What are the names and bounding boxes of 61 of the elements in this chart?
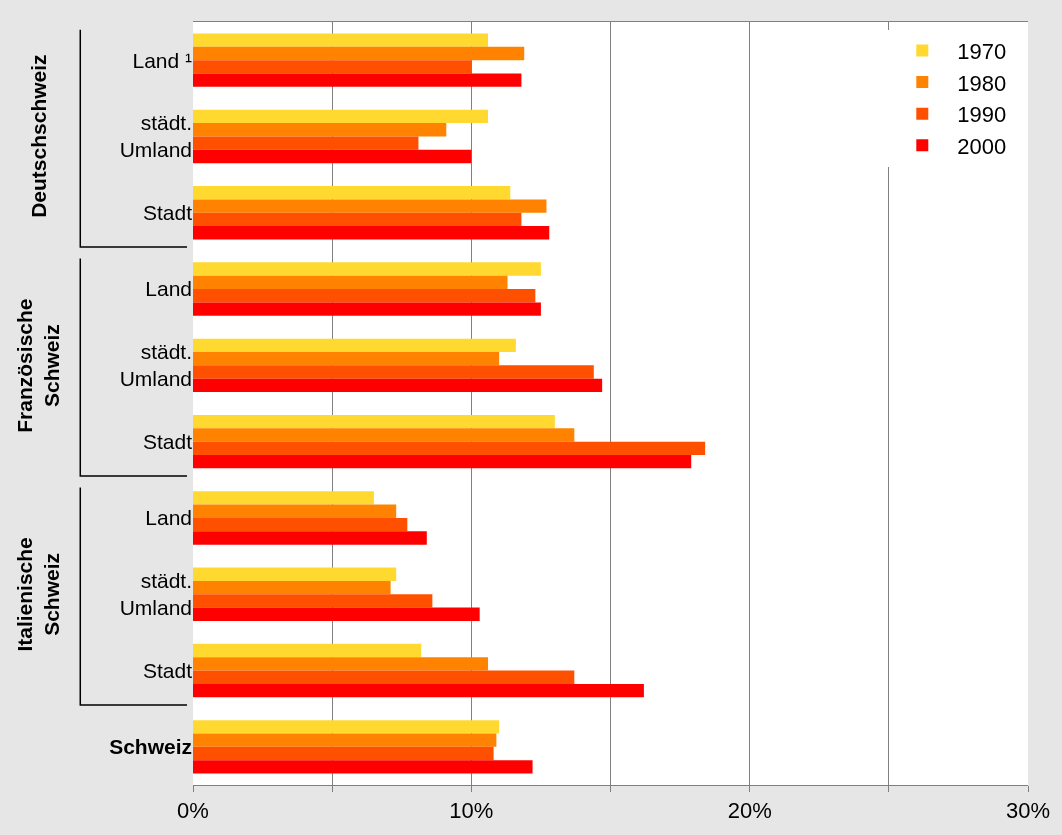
bar	[193, 378, 603, 393]
y-tick-label: städt. Umland	[119, 568, 192, 620]
bar	[193, 580, 391, 595]
legend-label: 2000	[957, 133, 1007, 159]
bar	[193, 338, 516, 352]
bar	[193, 567, 397, 581]
bar	[193, 289, 536, 303]
text: Italienische Schweiz	[13, 537, 64, 652]
x-tick-label: 10%	[449, 798, 494, 824]
legend-label: 1970	[957, 39, 1007, 65]
bar	[193, 199, 547, 213]
bar	[193, 352, 500, 366]
bar	[193, 136, 419, 150]
y-tick-label: Stadt	[142, 430, 193, 453]
x-tick-label: 0%	[177, 798, 209, 824]
bar	[193, 531, 427, 545]
bar	[193, 73, 522, 87]
bar	[193, 149, 472, 164]
bar	[193, 123, 447, 137]
bar	[193, 33, 489, 47]
bar	[193, 302, 541, 316]
text: Französische Schweiz	[13, 298, 64, 433]
y-tick-label: Stadt	[142, 658, 193, 682]
bar	[193, 226, 550, 240]
bar	[193, 212, 522, 227]
y-tick-label: Land ¹	[132, 48, 192, 72]
bar	[193, 517, 408, 532]
y-tick-label: Land	[145, 506, 192, 530]
y-tick-label: städt. Umland	[119, 111, 192, 162]
bar	[193, 504, 397, 518]
y-tick-label: städt. Umland	[119, 340, 192, 391]
x-tick-label: 20%	[727, 798, 772, 824]
bar	[193, 428, 575, 442]
legend-label: 1980	[957, 70, 1007, 96]
y-tick-label: Schweiz	[109, 735, 192, 759]
bar	[193, 491, 374, 505]
bar	[193, 365, 594, 379]
bar	[193, 670, 575, 684]
bar	[193, 657, 489, 671]
bar	[193, 594, 433, 608]
bar	[193, 414, 555, 429]
bar	[193, 60, 472, 74]
bar	[193, 186, 511, 200]
bar	[193, 607, 480, 621]
y-tick-label: Stadt	[142, 201, 193, 225]
bar	[193, 455, 692, 469]
bar	[193, 720, 500, 734]
bar	[193, 683, 644, 698]
bar	[193, 760, 533, 774]
text: Deutschschweiz	[26, 54, 50, 218]
bar	[193, 733, 497, 747]
y-tick-label: Land	[145, 277, 192, 301]
bar	[193, 46, 525, 61]
bar	[193, 109, 489, 124]
bar	[193, 262, 541, 276]
bar	[193, 643, 422, 658]
bar	[193, 746, 494, 761]
bar	[193, 441, 706, 455]
bar	[193, 275, 508, 290]
legend-label: 1990	[957, 102, 1007, 128]
x-tick-label: 30%	[1005, 798, 1051, 824]
